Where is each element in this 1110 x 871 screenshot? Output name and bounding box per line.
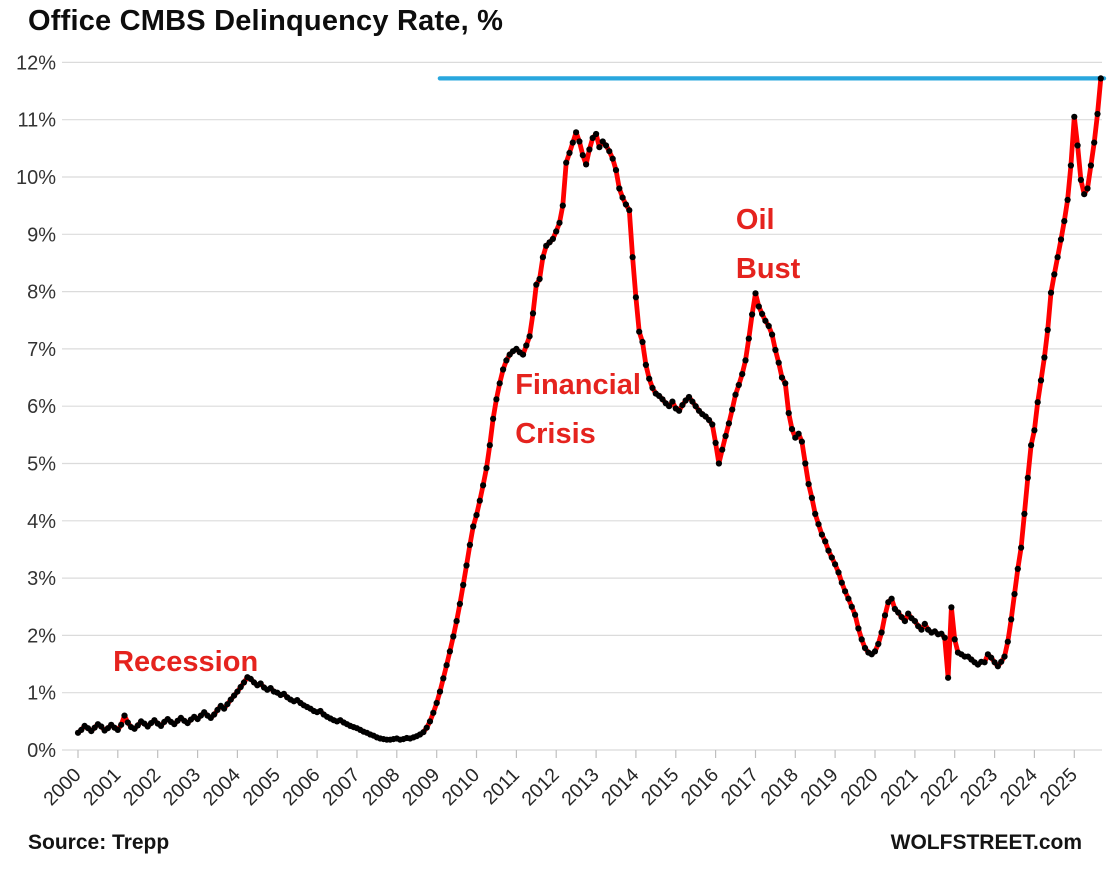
svg-text:2001: 2001 bbox=[79, 764, 125, 810]
svg-text:7%: 7% bbox=[27, 339, 56, 361]
svg-text:1%: 1% bbox=[27, 683, 56, 705]
annotations: Recession Financial Crisis Oil Bust bbox=[113, 204, 801, 678]
svg-text:12%: 12% bbox=[16, 52, 56, 74]
svg-text:10%: 10% bbox=[16, 167, 56, 189]
svg-text:2006: 2006 bbox=[278, 764, 324, 810]
svg-text:2021: 2021 bbox=[876, 764, 922, 810]
svg-text:2014: 2014 bbox=[597, 764, 643, 810]
svg-text:6%: 6% bbox=[27, 396, 56, 418]
chart-title: Office CMBS Delinquency Rate, % bbox=[28, 5, 504, 37]
annotation-text: Financial bbox=[515, 369, 641, 401]
x-axis-ticks bbox=[77, 750, 1075, 758]
svg-text:2013: 2013 bbox=[557, 764, 603, 810]
svg-text:2017: 2017 bbox=[717, 764, 763, 810]
svg-text:2007: 2007 bbox=[318, 764, 364, 810]
svg-text:2011: 2011 bbox=[479, 764, 524, 809]
svg-text:11%: 11% bbox=[17, 110, 56, 132]
svg-text:2016: 2016 bbox=[677, 764, 723, 810]
svg-text:2025: 2025 bbox=[1036, 764, 1082, 810]
svg-text:2024: 2024 bbox=[996, 764, 1042, 810]
svg-text:8%: 8% bbox=[27, 282, 56, 304]
svg-text:3%: 3% bbox=[27, 568, 56, 590]
annotation-text: Crisis bbox=[515, 418, 596, 450]
annotation-text: Recession bbox=[113, 646, 258, 678]
x-axis-labels: 2000200120022003200420052006200720082009… bbox=[39, 764, 1082, 810]
svg-text:2012: 2012 bbox=[517, 764, 563, 810]
annotation-text: Bust bbox=[736, 253, 801, 285]
svg-text:2002: 2002 bbox=[119, 764, 165, 810]
annotation-text: Oil bbox=[736, 204, 775, 236]
y-axis-labels: 0% 1% 2% 3% 4% 5% 6% 7% 8% 9% 10% 11% 12% bbox=[16, 52, 56, 762]
svg-text:2015: 2015 bbox=[637, 764, 683, 810]
svg-text:2023: 2023 bbox=[956, 764, 1002, 810]
svg-text:5%: 5% bbox=[27, 454, 56, 476]
svg-text:2019: 2019 bbox=[796, 764, 842, 810]
svg-text:2%: 2% bbox=[27, 625, 56, 647]
svg-text:0%: 0% bbox=[27, 740, 56, 762]
watermark: WOLFSTREET.com bbox=[890, 831, 1082, 854]
svg-text:2009: 2009 bbox=[398, 764, 444, 810]
svg-text:2004: 2004 bbox=[199, 764, 245, 810]
svg-text:2008: 2008 bbox=[358, 764, 404, 810]
svg-text:2018: 2018 bbox=[757, 764, 803, 810]
svg-text:9%: 9% bbox=[27, 224, 56, 246]
svg-text:4%: 4% bbox=[27, 511, 56, 533]
svg-text:2005: 2005 bbox=[239, 764, 285, 810]
svg-text:2022: 2022 bbox=[916, 764, 962, 810]
gridlines bbox=[62, 61, 1102, 751]
source-note: Source: Trepp bbox=[28, 831, 170, 854]
data-point-markers bbox=[74, 75, 1104, 743]
svg-text:2000: 2000 bbox=[39, 764, 85, 810]
svg-text:2010: 2010 bbox=[438, 764, 484, 810]
svg-text:2003: 2003 bbox=[159, 764, 205, 810]
svg-text:2020: 2020 bbox=[836, 764, 882, 810]
